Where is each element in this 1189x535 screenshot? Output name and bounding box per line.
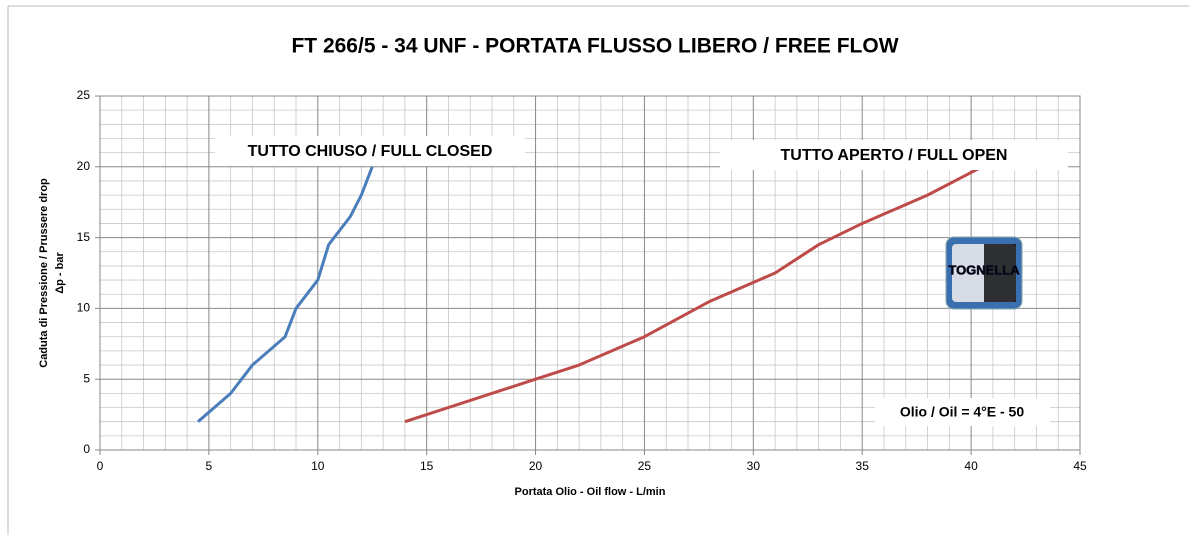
chart-title: FT 266/5 - 34 UNF - PORTATA FLUSSO LIBER… [291, 35, 898, 58]
annotation: Olio / Oil = 4°E - 50 [900, 404, 1024, 420]
y-tick-label: 20 [77, 159, 91, 173]
y-axis-label: Δp - bar [54, 252, 66, 294]
legend-label: TUTTO APERTO / FULL OPEN [781, 147, 1008, 164]
x-tick-label: 25 [638, 459, 652, 473]
annotation-box [875, 398, 1050, 426]
x-tick-label: 40 [964, 459, 978, 473]
x-tick-label: 5 [206, 459, 213, 473]
legend-box [215, 136, 525, 166]
y-tick-label: 25 [77, 88, 91, 102]
x-tick-label: 10 [311, 459, 325, 473]
y-tick-label: 10 [77, 301, 91, 315]
x-tick-label: 15 [420, 459, 434, 473]
x-tick-label: 30 [747, 459, 761, 473]
legend-box [720, 140, 1068, 170]
logo: TOGNELLA [945, 236, 1023, 310]
y-axis-label: Caduta di Pressione / Prussere drop [38, 178, 50, 368]
y-tick-label: 5 [83, 371, 90, 385]
data-line [197, 166, 374, 423]
x-tick-label: 45 [1073, 459, 1087, 473]
legend-label: TUTTO CHIUSO / FULL CLOSED [248, 143, 493, 160]
logo-shape [984, 244, 1016, 302]
data-line [404, 165, 983, 424]
x-axis-label: Portata Olio - Oil flow - L/min [515, 486, 666, 498]
y-tick-label: 0 [83, 442, 90, 456]
y-tick-label: 15 [77, 230, 91, 244]
plot: TUTTO CHIUSO / FULL CLOSED TUTTO APERTO /… [197, 136, 1068, 426]
x-tick-label: 20 [529, 459, 543, 473]
x-tick-label: 35 [856, 459, 870, 473]
x-tick-label: 0 [97, 459, 104, 473]
logo-text: TOGNELLA [948, 262, 1020, 277]
